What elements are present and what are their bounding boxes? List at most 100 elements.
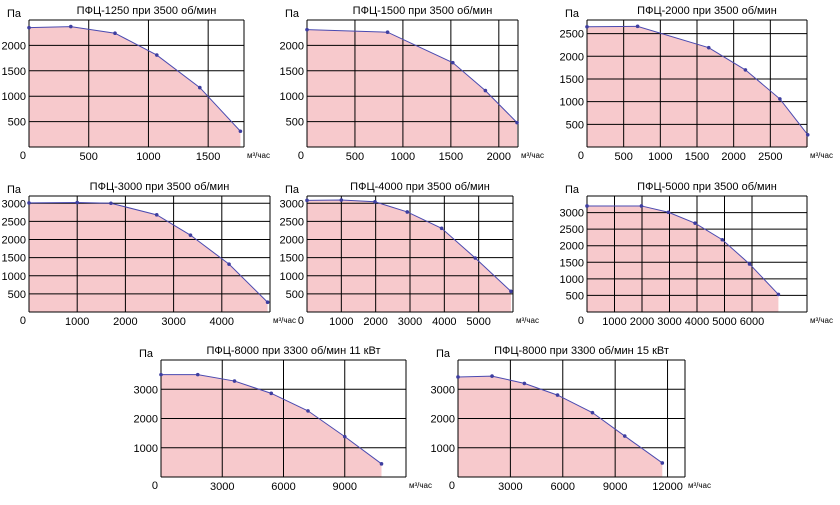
chart-title: ПФЦ-8000 при 3300 об/мин 15 кВт	[494, 345, 669, 357]
x-tick-label: 9000	[603, 481, 627, 493]
data-point	[269, 391, 274, 396]
data-point	[747, 262, 752, 266]
area-fill	[29, 26, 241, 147]
y-tick-label: 0	[449, 480, 455, 492]
x-axis-label: м³/час	[810, 316, 833, 325]
data-point	[473, 256, 478, 260]
data-point	[660, 461, 665, 465]
x-axis-label: м³/час	[409, 481, 432, 490]
data-point	[450, 60, 455, 65]
area-fill	[161, 374, 382, 477]
chart-3: ПФЦ-2000 при 3500 об/мин Па м³/час 500 1000 1…	[560, 5, 834, 163]
y-tick-label: 1000	[280, 91, 304, 103]
y-tick-label: 2000	[560, 241, 584, 253]
y-tick-label: 500	[286, 289, 304, 301]
y-tick-label: 0	[298, 150, 304, 162]
data-point	[385, 30, 390, 34]
y-tick-label: 2000	[431, 414, 455, 426]
x-tick-label: 2000	[487, 151, 511, 163]
data-point	[720, 237, 725, 242]
y-tick-label: 0	[578, 315, 584, 327]
x-tick-label: 500	[346, 151, 364, 163]
y-tick-label: 3000	[2, 198, 26, 210]
x-tick-label: 3000	[398, 316, 422, 328]
chart-7: ПФЦ-8000 при 3300 об/мин 11 кВт Па м³/час 1…	[134, 345, 433, 493]
y-axis-label: Па	[7, 184, 22, 196]
data-point	[743, 68, 748, 72]
y-tick-label: 1500	[560, 74, 584, 86]
data-point	[227, 262, 231, 266]
y-tick-label: 2500	[560, 224, 584, 236]
data-point	[456, 375, 460, 379]
series-line	[586, 25, 809, 136]
x-tick-label: 1500	[196, 151, 220, 163]
data-point	[27, 201, 31, 205]
data-point	[339, 198, 344, 202]
y-tick-label: 2000	[2, 235, 26, 247]
x-tick-label: 4000	[685, 316, 709, 328]
data-point	[490, 374, 494, 378]
series-line	[28, 26, 241, 132]
y-tick-label: 0	[298, 315, 304, 327]
data-point	[373, 200, 377, 204]
y-axis-label: Па	[7, 8, 22, 20]
x-tick-label: 1500	[439, 151, 463, 163]
chart-2: ПФЦ-1500 при 3500 об/мин Па м³/час 500 1000 1…	[280, 5, 545, 163]
x-tick-label: 9000	[333, 481, 357, 493]
x-tick-label: 2000	[630, 316, 654, 328]
y-tick-label: 0	[20, 315, 26, 327]
data-point	[405, 210, 410, 214]
data-point	[639, 204, 644, 208]
area-fill	[307, 199, 511, 312]
y-tick-label: 500	[566, 119, 584, 131]
x-tick-label: 1500	[685, 151, 709, 163]
data-point	[776, 292, 781, 297]
y-tick-label: 1500	[2, 253, 26, 265]
data-point	[635, 24, 640, 29]
data-point	[483, 88, 488, 93]
y-tick-label: 2000	[280, 40, 304, 52]
data-point	[379, 462, 384, 466]
data-point	[693, 221, 697, 225]
x-tick-label: 1000	[602, 316, 626, 328]
y-axis-label: Па	[139, 348, 154, 360]
y-tick-label: 500	[286, 117, 304, 129]
y-axis-label: Па	[436, 348, 451, 360]
chart-title: ПФЦ-1250 при 3500 об/мин	[77, 5, 217, 17]
x-tick-label: 1000	[391, 151, 415, 163]
x-tick-label: 4000	[432, 316, 456, 328]
data-point	[188, 233, 193, 237]
data-point	[305, 198, 309, 203]
y-tick-label: 2000	[134, 414, 158, 426]
chart-1: ПФЦ-1250 при 3500 об/мин Па м³/час 500 1000 1…	[2, 5, 271, 163]
x-tick-label: 2000	[721, 151, 745, 163]
data-point	[195, 372, 200, 377]
data-point	[666, 210, 671, 215]
y-tick-label: 1500	[560, 257, 584, 269]
x-tick-label: 3000	[161, 316, 185, 328]
x-tick-label: 2000	[113, 316, 137, 328]
data-point	[706, 45, 711, 50]
data-point	[590, 410, 595, 415]
y-tick-label: 3000	[560, 208, 584, 220]
y-tick-label: 2000	[2, 40, 26, 52]
x-tick-label: 3000	[210, 481, 234, 493]
data-point	[342, 434, 347, 439]
y-tick-label: 2500	[2, 216, 26, 228]
y-tick-label: 1500	[2, 66, 26, 78]
chart-6: ПФЦ-5000 при 3500 об/мин Па м³/час 500 1000 1…	[560, 181, 834, 328]
data-point	[159, 372, 163, 377]
data-point	[522, 381, 527, 386]
y-tick-label: 1000	[560, 97, 584, 109]
y-tick-label: 3000	[134, 384, 158, 396]
x-axis-label: м³/час	[273, 316, 296, 325]
data-point	[155, 53, 159, 57]
data-point	[198, 85, 202, 90]
data-point	[154, 213, 159, 217]
x-axis-label: м³/час	[688, 481, 711, 490]
y-tick-label: 1000	[2, 271, 26, 283]
y-tick-label: 0	[20, 150, 26, 162]
data-point	[109, 201, 113, 206]
